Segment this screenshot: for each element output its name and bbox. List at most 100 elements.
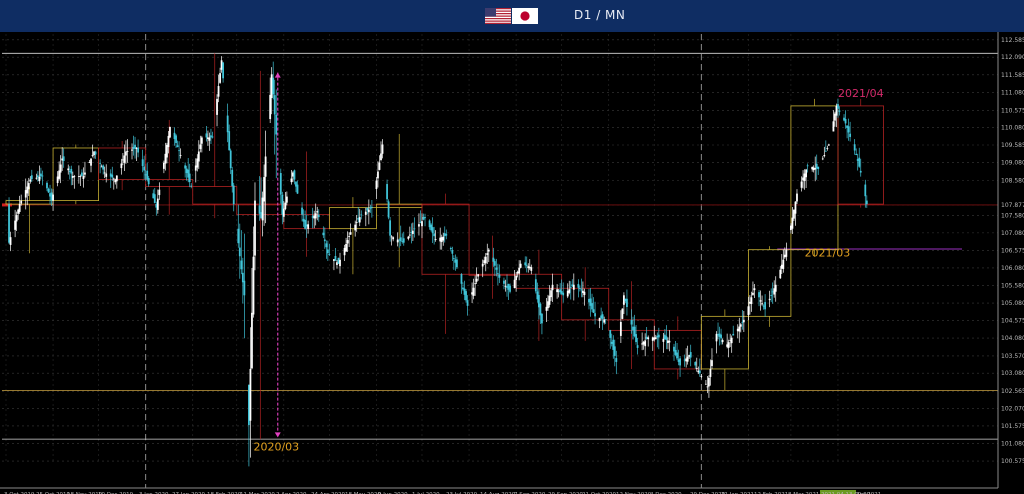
y-tick-label: 109.080: [1001, 160, 1024, 167]
daily-candle: [729, 339, 732, 341]
daily-candle: [231, 169, 234, 187]
daily-candle: [188, 173, 191, 183]
daily-candle: [307, 224, 310, 229]
daily-candle: [451, 250, 454, 254]
daily-candle: [589, 298, 592, 306]
daily-candle: [460, 274, 463, 284]
daily-candle: [443, 233, 446, 237]
daily-candle: [656, 335, 659, 338]
daily-candle: [59, 164, 62, 173]
daily-candle: [471, 292, 473, 295]
daily-candle: [493, 261, 496, 266]
daily-candle: [173, 132, 176, 139]
daily-candle: [270, 74, 273, 99]
daily-candle: [796, 193, 798, 202]
daily-candle: [641, 343, 644, 345]
daily-candle: [550, 290, 552, 298]
annotation-label: 2021/03: [805, 246, 851, 259]
monthly-box: [5, 200, 54, 205]
daily-candle: [496, 273, 499, 275]
daily-candle: [612, 339, 615, 350]
x-tick-label: 3 Jan 2020: [139, 492, 169, 494]
daily-candle: [164, 153, 167, 164]
daily-candle: [582, 290, 584, 293]
us-flag-icon: [485, 8, 511, 24]
daily-candle: [345, 244, 347, 252]
daily-candle: [865, 200, 868, 205]
daily-candle: [238, 247, 241, 257]
daily-candle: [545, 306, 548, 311]
daily-candle: [686, 356, 689, 362]
daily-candle: [428, 220, 431, 228]
y-tick-label: 108.580: [1001, 177, 1024, 184]
daily-candle: [673, 346, 675, 352]
daily-candle: [718, 333, 721, 337]
grid: [2, 34, 998, 488]
daily-candle: [125, 151, 127, 156]
daily-candle: [220, 60, 223, 70]
daily-candle: [783, 254, 786, 258]
daily-candle: [328, 254, 331, 255]
daily-candle: [396, 239, 399, 243]
daily-candle: [52, 194, 54, 201]
range-arrow-head: [274, 432, 281, 438]
daily-candle: [410, 232, 413, 233]
daily-candle: [402, 238, 405, 243]
daily-candle: [260, 212, 262, 219]
daily-candle: [378, 162, 381, 170]
daily-candle: [251, 312, 253, 369]
daily-candle: [162, 162, 165, 169]
daily-candle: [232, 185, 235, 205]
range-arrow: [274, 72, 281, 438]
x-tick-label: 27 Jan 2020: [172, 492, 205, 494]
daily-candle: [137, 147, 139, 153]
daily-candle: [803, 173, 806, 181]
daily-candle: [49, 193, 51, 197]
daily-candle: [539, 303, 542, 316]
monthly-box: [515, 273, 563, 289]
daily-candle: [688, 354, 691, 357]
monthly-box: [192, 186, 238, 205]
current-price-marker-left: [2, 203, 12, 207]
daily-candle: [651, 337, 654, 341]
daily-candle: [316, 211, 319, 213]
daily-candle: [313, 215, 316, 219]
daily-candle: [747, 306, 750, 316]
daily-candle: [216, 98, 218, 115]
daily-candle: [156, 198, 159, 210]
daily-candle: [35, 177, 38, 179]
daily-candle: [492, 257, 495, 262]
daily-candle: [474, 283, 477, 285]
daily-candle: [626, 298, 628, 307]
daily-candle: [430, 224, 432, 231]
daily-candle: [562, 292, 565, 296]
price-chart[interactable]: 2021/04 2021/03 2020/03 112.585 112.090 111.…: [0, 32, 1024, 494]
daily-candle: [50, 192, 53, 201]
daily-candle: [805, 169, 807, 178]
y-tick-label: 106.080: [1001, 265, 1024, 272]
daily-candle: [126, 150, 129, 152]
daily-candle: [556, 289, 559, 293]
daily-candle: [346, 240, 349, 244]
x-tick-label: 18 Nov 2019: [67, 492, 103, 494]
daily-candle: [79, 176, 82, 177]
daily-candle: [219, 73, 221, 83]
daily-candle: [36, 175, 39, 178]
daily-candle: [185, 168, 188, 174]
daily-candle: [706, 386, 709, 388]
daily-candle: [498, 274, 501, 278]
daily-candle: [241, 272, 244, 283]
daily-candle: [167, 135, 170, 148]
x-tick-label: Apr 2021: [856, 492, 881, 494]
daily-candle: [613, 346, 616, 356]
daily-candle: [357, 218, 360, 220]
daily-candle: [14, 220, 17, 230]
y-tick-label: 110.080: [1001, 125, 1024, 132]
daily-candle: [67, 168, 70, 171]
daily-candle: [264, 156, 267, 177]
daily-candle: [667, 340, 669, 344]
daily-candle: [749, 301, 751, 304]
daily-candle: [782, 259, 785, 269]
daily-candle: [143, 166, 146, 171]
daily-candle: [275, 114, 278, 135]
